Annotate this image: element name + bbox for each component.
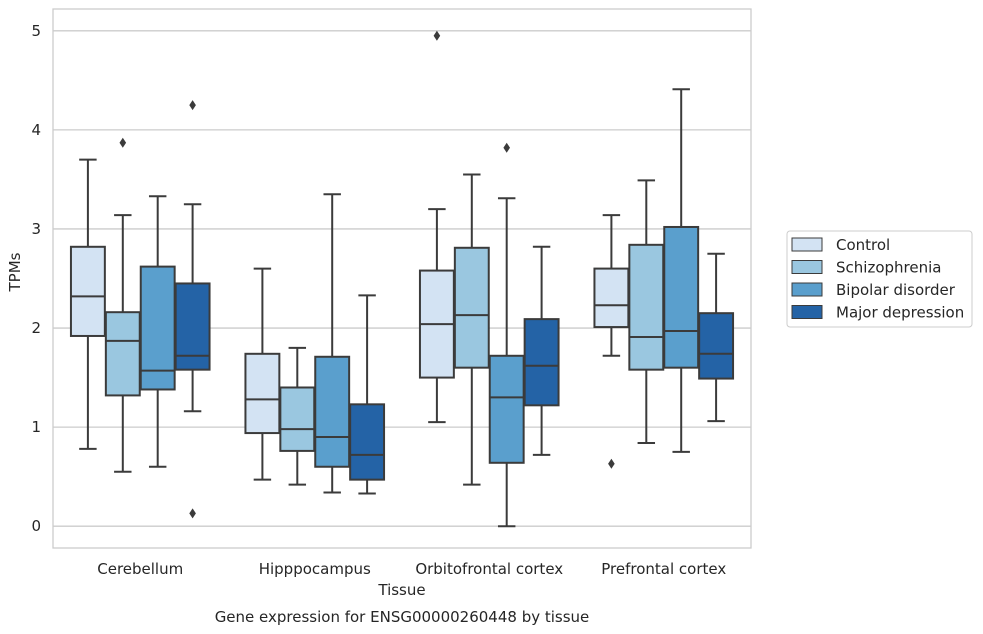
box-control-cerebellum <box>69 158 106 450</box>
box-body <box>104 311 141 397</box>
box-body <box>523 318 560 407</box>
outlier-point <box>189 100 196 111</box>
x-tick-label: Hipppocampus <box>259 560 371 578</box>
box-bipolar-disorder-hipppocampus <box>314 193 351 494</box>
y-tick-label: 5 <box>31 22 41 40</box>
legend-swatch-schizophrenia <box>791 260 823 274</box>
box-body <box>314 355 351 468</box>
outlier-point <box>503 142 510 153</box>
box-body <box>698 312 735 380</box>
outlier-point <box>189 508 196 519</box>
legend-label: Control <box>836 236 890 254</box>
box-body <box>663 225 700 369</box>
legend: Control Schizophrenia Bipolar disorder Majo… <box>786 230 973 328</box>
outlier-point <box>608 458 615 469</box>
legend-swatch-control <box>791 237 823 252</box>
y-tick-label: 1 <box>31 418 41 436</box>
legend-swatch-major-depression <box>791 305 823 319</box>
chart-title: Gene expression for ENSG00000260448 by t… <box>215 608 590 626</box>
box-schizophrenia-cerebellum <box>104 137 141 473</box>
y-axis-ticks: 0 1 2 3 4 5 <box>31 22 41 535</box>
box-body <box>453 246 490 369</box>
y-tick-label: 3 <box>31 220 41 238</box>
plot-area <box>69 30 735 528</box>
y-axis-label: TPMs <box>6 252 24 292</box>
box-major-depression-cerebellum <box>174 100 211 519</box>
x-tick-label: Cerebellum <box>97 560 183 578</box>
box-major-depression-hipppocampus <box>349 294 386 495</box>
box-bipolar-disorder-prefrontal-cortex <box>663 88 700 453</box>
box-body <box>488 354 525 464</box>
box-major-depression-orbitofrontal-cortex <box>523 245 560 456</box>
box-major-depression-prefrontal-cortex <box>698 252 735 423</box>
y-tick-label: 0 <box>31 517 41 535</box>
box-body <box>349 403 386 481</box>
y-tick-label: 2 <box>31 319 41 337</box>
box-schizophrenia-orbitofrontal-cortex <box>453 173 490 486</box>
outlier-point <box>119 137 127 148</box>
box-control-hipppocampus <box>244 267 281 481</box>
box-body <box>244 352 281 435</box>
outlier-point <box>433 30 441 41</box>
legend-swatch-bipolar-disorder <box>791 282 823 297</box>
legend-frame <box>786 230 973 328</box>
x-tick-label: Prefrontal cortex <box>601 560 726 578</box>
legend-label: Bipolar disorder <box>836 281 956 299</box>
box-body <box>69 245 106 337</box>
x-axis-label: Tissue <box>377 581 425 599</box>
box-body <box>139 265 176 391</box>
box-control-orbitofrontal-cortex <box>418 30 455 424</box>
box-body <box>279 386 316 452</box>
y-tick-label: 4 <box>31 121 41 139</box>
x-axis-ticks: Cerebellum Hipppocampus Orbitofrontal cort… <box>97 560 726 578</box>
legend-label: Schizophrenia <box>836 259 941 277</box>
box-bipolar-disorder-cerebellum <box>139 195 176 468</box>
box-schizophrenia-hipppocampus <box>279 346 316 486</box>
plot-frame <box>52 8 752 549</box>
box-body <box>593 267 630 329</box>
box-body <box>628 243 665 371</box>
legend-label: Major depression <box>836 304 964 322</box>
box-schizophrenia-prefrontal-cortex <box>628 179 665 444</box>
x-tick-label: Orbitofrontal cortex <box>415 560 563 578</box>
box-bipolar-disorder-orbitofrontal-cortex <box>488 142 525 528</box>
